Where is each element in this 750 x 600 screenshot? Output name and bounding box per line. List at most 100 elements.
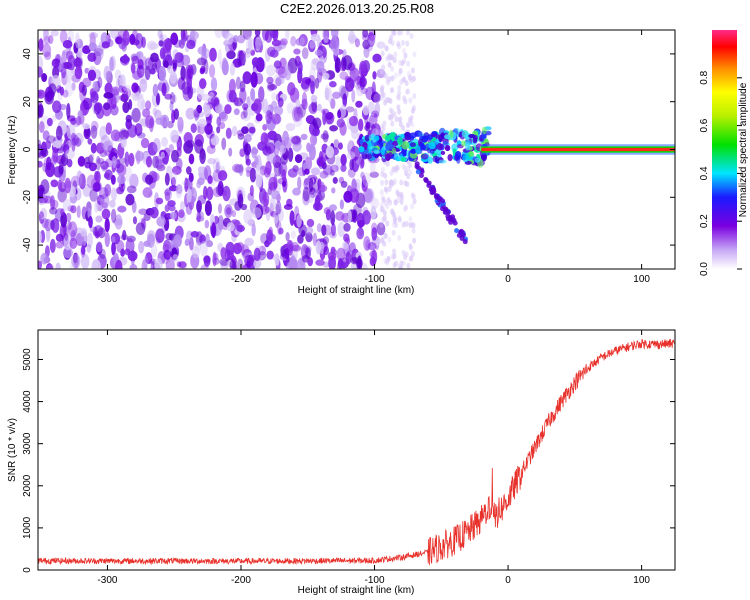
heatmap-cell bbox=[384, 44, 389, 51]
heatmap-cell bbox=[369, 250, 376, 258]
heatmap-cell bbox=[393, 199, 398, 206]
heatmap-cell bbox=[109, 30, 120, 39]
heatmap-cell bbox=[382, 240, 387, 247]
heatmap-cell bbox=[302, 186, 310, 202]
heatmap-cell bbox=[66, 30, 75, 42]
heatmap-cell bbox=[391, 147, 397, 154]
heatmap-cell bbox=[390, 75, 395, 82]
heatmap-cell bbox=[351, 129, 359, 140]
heatmap-cell bbox=[277, 67, 288, 79]
heatmap-cell bbox=[349, 158, 355, 171]
heatmap-cell bbox=[392, 262, 397, 269]
heatmap-cell bbox=[88, 154, 94, 166]
heatmap-cell bbox=[91, 259, 101, 269]
heatmap-cell bbox=[80, 103, 85, 111]
y-tick-label: 0 bbox=[22, 146, 33, 152]
heatmap-cell bbox=[75, 55, 83, 70]
heatmap-cell bbox=[71, 253, 81, 269]
heatmap-cell bbox=[406, 262, 411, 269]
heatmap-cell bbox=[462, 153, 470, 163]
heatmap-cell bbox=[141, 259, 148, 269]
heatmap-cell bbox=[251, 223, 256, 237]
heatmap-cell bbox=[403, 131, 412, 141]
heatmap-cell bbox=[101, 208, 111, 220]
heatmap-cell bbox=[204, 200, 212, 216]
heatmap-cell bbox=[365, 121, 371, 129]
heatmap-cell bbox=[386, 197, 391, 204]
heatmap-cell bbox=[460, 232, 466, 238]
heatmap-cell bbox=[68, 221, 78, 238]
heatmap-cell bbox=[237, 133, 245, 140]
heatmap-cell bbox=[285, 231, 290, 242]
heatmap-cell bbox=[312, 232, 318, 247]
heatmap-cell bbox=[103, 102, 111, 111]
heatmap-cell bbox=[246, 169, 251, 178]
heatmap-cell bbox=[152, 155, 160, 169]
heatmap-cell bbox=[398, 265, 403, 269]
heatmap-cell bbox=[397, 30, 402, 36]
heatmap-cell bbox=[163, 120, 169, 129]
heatmap-cell bbox=[135, 222, 146, 236]
heatmap-cell bbox=[367, 101, 375, 115]
heatmap-cell bbox=[347, 167, 356, 178]
heatmap-cell bbox=[244, 237, 254, 247]
heatmap-cell bbox=[300, 133, 308, 141]
heatmap-cell bbox=[271, 39, 282, 47]
heatmap-cell bbox=[329, 204, 338, 212]
heatmap-cell bbox=[76, 205, 81, 219]
heatmap-cell bbox=[45, 140, 52, 150]
heatmap-cell bbox=[393, 72, 398, 79]
heatmap-cell bbox=[98, 187, 109, 199]
heatmap-cell bbox=[447, 154, 453, 162]
heatmap-cell bbox=[349, 115, 359, 127]
heatmap-cell bbox=[362, 172, 371, 187]
heatmap-cell bbox=[126, 185, 137, 194]
heatmap-cell bbox=[405, 122, 410, 129]
heatmap-cell bbox=[287, 168, 298, 178]
heatmap-cell bbox=[46, 156, 52, 171]
snr-y-ticks: 0 1000 2000 3000 4000 5000 bbox=[22, 348, 675, 573]
heatmap-cell bbox=[406, 88, 411, 95]
heatmap-cell bbox=[435, 134, 442, 139]
heatmap-cell bbox=[316, 156, 326, 167]
heatmap-cell bbox=[180, 200, 186, 211]
heatmap-cell bbox=[41, 73, 48, 83]
heatmap-cell bbox=[47, 35, 54, 45]
heatmap-cell bbox=[172, 62, 177, 72]
heatmap-cell bbox=[186, 188, 192, 203]
heatmap-cell bbox=[287, 57, 298, 74]
heatmap-cell bbox=[308, 177, 314, 193]
heatmap-cell bbox=[390, 209, 395, 216]
heatmap-cell bbox=[128, 152, 135, 167]
heatmap-cell bbox=[262, 30, 269, 41]
heatmap-cell bbox=[250, 71, 258, 88]
heatmap-cell bbox=[74, 66, 83, 80]
heatmap-cell bbox=[281, 180, 287, 188]
heatmap-cell bbox=[117, 174, 126, 185]
heatmap-cell bbox=[210, 96, 220, 107]
heatmap-cell bbox=[332, 91, 341, 99]
heatmap-cell bbox=[311, 167, 321, 176]
heatmap-cell bbox=[481, 126, 487, 135]
heatmap-cell bbox=[137, 96, 146, 111]
heatmap-cell bbox=[330, 246, 336, 254]
heatmap-cell bbox=[329, 164, 339, 173]
heatmap-cell bbox=[337, 109, 342, 119]
heatmap-cell bbox=[327, 87, 332, 104]
heatmap-cell bbox=[211, 222, 217, 239]
heatmap-cell bbox=[296, 214, 302, 228]
heatmap-cell bbox=[189, 30, 196, 41]
heatmap-cell bbox=[400, 156, 406, 162]
heatmap-cell bbox=[271, 92, 277, 101]
heatmap-cell bbox=[436, 142, 444, 151]
heatmap-cell bbox=[82, 123, 91, 130]
heatmap-cell bbox=[62, 199, 72, 211]
heatmap-cell bbox=[374, 102, 381, 116]
heatmap-cell bbox=[57, 188, 67, 203]
heatmap-cell bbox=[255, 174, 263, 188]
heatmap-cell bbox=[250, 88, 256, 101]
heatmap-cell bbox=[414, 164, 420, 170]
heatmap-cell bbox=[66, 158, 73, 168]
heatmap-cell bbox=[333, 139, 340, 150]
heatmap-cell bbox=[118, 94, 129, 102]
